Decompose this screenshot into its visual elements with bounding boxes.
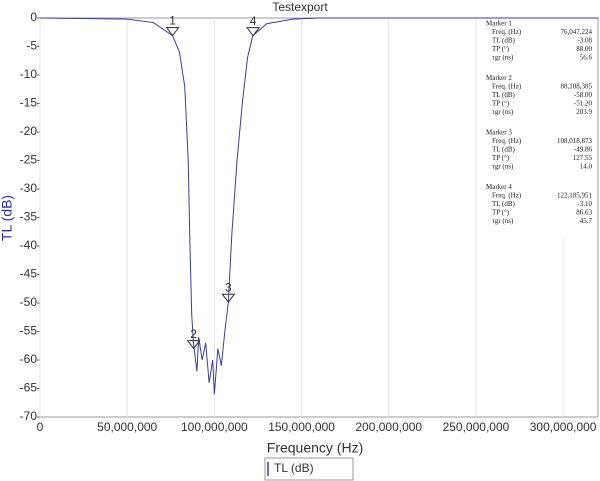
- y-tick-label: 0: [30, 10, 37, 24]
- y-tick-label: -55: [20, 324, 38, 338]
- readout-value: 45.7: [580, 217, 593, 225]
- x-tick-label: 250,000,000: [443, 420, 510, 434]
- y-axis-label: TL (dB): [0, 195, 15, 241]
- readout-label: τgr (ns): [492, 54, 514, 62]
- readout-label: TP (°): [492, 45, 510, 53]
- readout-value: 86.63: [576, 209, 592, 217]
- readout-label: TP (°): [492, 100, 510, 108]
- readout-label: Freq. (Hz): [492, 28, 522, 36]
- readout-label: Freq. (Hz): [492, 192, 522, 200]
- data-line: [39, 17, 598, 395]
- readout-label: TL (dB): [492, 146, 516, 154]
- marker-label: 2: [190, 327, 197, 341]
- y-tick-label: -50: [20, 295, 38, 309]
- x-tick-label: 0: [37, 420, 44, 434]
- marker-label: 4: [250, 14, 257, 28]
- marker-triangle: [165, 27, 180, 37]
- y-tick-label: -65: [20, 381, 38, 395]
- readout-value: 76,047,224: [561, 28, 593, 36]
- y-tick-label: -5: [26, 39, 37, 53]
- legend-label: TL (dB): [274, 461, 314, 475]
- readout-value: 14.0: [580, 163, 593, 171]
- marker-triangle: [221, 293, 236, 304]
- readout-label: τgr (ns): [492, 108, 514, 116]
- readout-value: 108,018,873: [557, 137, 593, 145]
- marker-title: Marker 2: [486, 74, 512, 82]
- readout-value: 127.55: [573, 154, 593, 162]
- x-tick-label: 300,000,000: [530, 420, 597, 434]
- readout-value: 56.6: [580, 54, 593, 62]
- x-axis-label: Frequency (Hz): [267, 440, 363, 456]
- readout-label: Freq. (Hz): [492, 83, 522, 91]
- marker-triangle: [246, 27, 261, 37]
- y-tick-label: -20: [20, 124, 38, 138]
- chart-title: Testexport: [272, 0, 328, 14]
- readout-value: 88.00: [576, 45, 592, 53]
- marker-triangle: [186, 340, 201, 350]
- y-tick-label: -60: [20, 352, 38, 366]
- legend-box: [264, 457, 354, 481]
- y-tick-label: -45: [20, 267, 38, 281]
- x-tick-label: 50,000,000: [97, 420, 157, 434]
- marker-label: 3: [225, 280, 232, 294]
- readout-label: TP (°): [492, 154, 510, 162]
- readout-value: -51.20: [574, 100, 593, 108]
- x-tick-label: 150,000,000: [268, 420, 335, 434]
- marker-title: Marker 3: [486, 129, 512, 137]
- marker-title: Marker 4: [486, 183, 512, 191]
- y-tick-label: -35: [20, 210, 38, 224]
- readout-value: 122,185,951: [557, 192, 593, 200]
- readout-value: 88,108,385: [561, 83, 593, 91]
- x-tick-label: 200,000,000: [355, 420, 422, 434]
- readout-value: -3.08: [577, 37, 592, 45]
- y-tick-label: -30: [20, 181, 38, 195]
- readout-value: -49.86: [574, 146, 593, 154]
- readout-label: TL (dB): [492, 37, 516, 45]
- readout-label: τgr (ns): [492, 217, 514, 225]
- y-tick-label: -40: [20, 238, 38, 252]
- readout-value: -58.00: [574, 91, 593, 99]
- y-tick-label: -10: [20, 67, 38, 81]
- readout-label: TL (dB): [492, 200, 516, 208]
- readout-label: TL (dB): [492, 91, 516, 99]
- readout-value: -3.10: [577, 200, 592, 208]
- y-tick-label: -25: [20, 153, 38, 167]
- marker-label: 1: [169, 14, 176, 28]
- y-tick-label: -15: [20, 96, 38, 110]
- y-tick-label: -70: [20, 409, 38, 423]
- x-tick-label: 100,000,000: [181, 420, 248, 434]
- marker-title: Marker 1: [486, 20, 512, 28]
- readout-value: 203.9: [576, 108, 592, 116]
- readout-label: TP (°): [492, 209, 510, 217]
- readout-label: τgr (ns): [492, 163, 514, 171]
- readout-label: Freq. (Hz): [492, 137, 522, 145]
- marker-panel: [482, 19, 597, 239]
